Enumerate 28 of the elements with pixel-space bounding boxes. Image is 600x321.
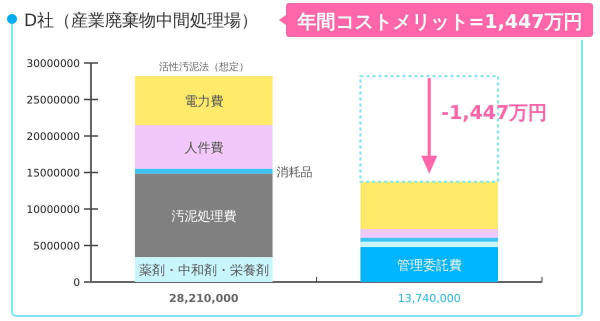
bar: [134, 125, 273, 169]
y-tick-label: 20000000: [26, 131, 80, 143]
bar: [134, 76, 273, 126]
series-label: 管理委託費: [396, 258, 462, 274]
series-label: 薬剤・中和剤・栄養剤: [138, 264, 269, 279]
series-label: 汚泥処理費: [171, 209, 236, 224]
chart-subtitle: 年間コストメリット=1,447万円: [296, 11, 583, 33]
y-tick-label: 15000000: [26, 168, 80, 180]
total-label: 28,210,000: [168, 292, 239, 305]
y-tick-label: 0: [73, 277, 80, 289]
y-tick-label: 30000000: [26, 58, 80, 70]
bar: [360, 229, 498, 238]
bar: [360, 247, 498, 282]
bar: [360, 238, 498, 242]
bar: [134, 168, 273, 174]
series-label: 人件費: [184, 140, 224, 156]
y-tick-label: 25000000: [26, 94, 80, 106]
annotation: -1,447万円: [441, 102, 548, 124]
series-label: 電力費: [184, 94, 224, 110]
bar: [360, 182, 498, 229]
y-tick-label: 10000000: [26, 204, 80, 216]
bar: [134, 174, 273, 258]
x-tick-label: 活性汚泥法（想定）: [158, 61, 249, 73]
chart-title: D社（産業廃棄物中間処理場）: [24, 11, 258, 31]
series-label: 消耗品: [276, 165, 313, 180]
y-tick-label: 5000000: [33, 240, 80, 252]
bar: [360, 242, 498, 248]
total-label: 13,740,000: [398, 292, 461, 305]
